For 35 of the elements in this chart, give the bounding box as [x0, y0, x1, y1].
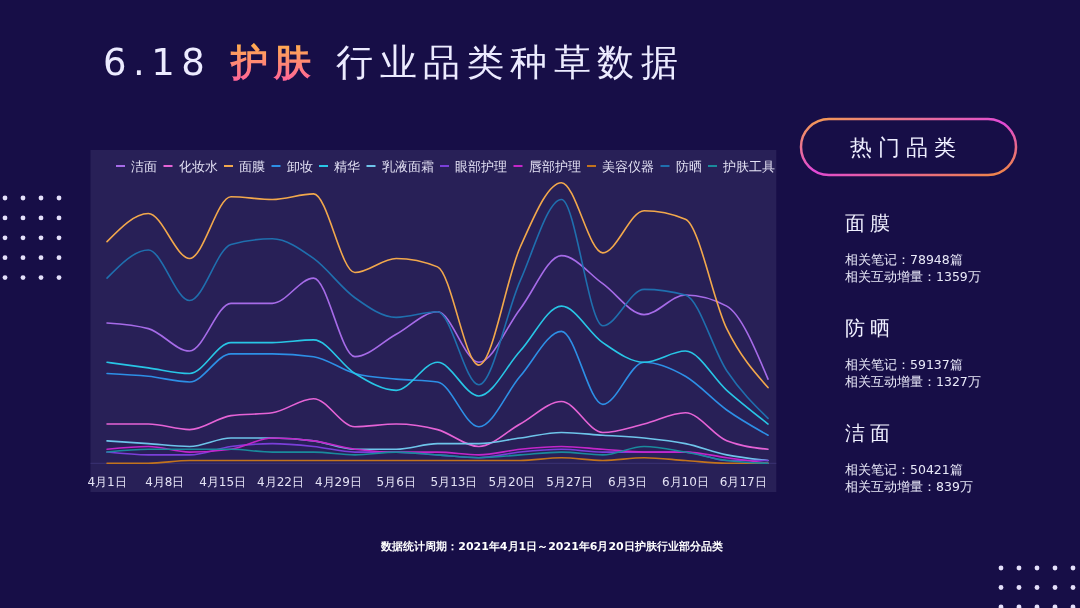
text: 数据统计周期：2021年4月1日～2021年6月20日护肤行业部分品类 [380, 539, 723, 553]
x-tick-label: 6月17日 [719, 475, 767, 489]
x-tick-label: 5月6日 [376, 475, 416, 489]
legend-label: 乳液面霜 [381, 158, 434, 174]
legend-label: 洁面 [131, 158, 157, 174]
text: 洁面 [845, 421, 895, 445]
legend-label: 卸妆 [286, 158, 313, 174]
text: 相关笔记：59137篇 [845, 357, 963, 372]
legend-label: 美容仪器 [602, 158, 654, 174]
text: 相关互动增量：839万 [845, 478, 973, 494]
x-tick-label: 4月22日 [257, 475, 304, 489]
x-tick-label: 4月15日 [199, 475, 247, 489]
legend-label: 眼部护理 [455, 158, 507, 174]
legend-label: 精华 [334, 158, 360, 174]
text: 相关笔记：78948篇 [845, 252, 963, 267]
legend-label: 唇部护理 [528, 158, 581, 174]
x-tick-label: 6月3日 [607, 475, 648, 489]
x-tick-label: 4月29日 [314, 475, 362, 489]
x-tick-label: 5月13日 [430, 475, 478, 489]
text: 相关互动增量：1359万 [845, 268, 981, 284]
x-tick-label: 4月1日 [87, 475, 127, 489]
chart-title: 6.18 护肤 行业品类种草数据 [103, 40, 685, 84]
legend-label: 护肤工具 [722, 158, 775, 174]
text: 面膜 [845, 211, 895, 235]
text: 防晒 [845, 316, 895, 340]
x-tick-label: 5月27日 [546, 475, 594, 489]
text: 相关笔记：50421篇 [845, 462, 963, 477]
legend-label: 面膜 [239, 158, 265, 174]
legend-label: 防晒 [675, 158, 702, 174]
x-tick-label: 5月20日 [488, 475, 536, 489]
legend-label: 化妆水 [178, 158, 218, 174]
text: 相关互动增量：1327万 [845, 373, 981, 389]
text: 热门品类 [850, 134, 962, 160]
x-tick-label: 4月8日 [145, 475, 185, 489]
x-tick-label: 6月10日 [661, 475, 709, 489]
